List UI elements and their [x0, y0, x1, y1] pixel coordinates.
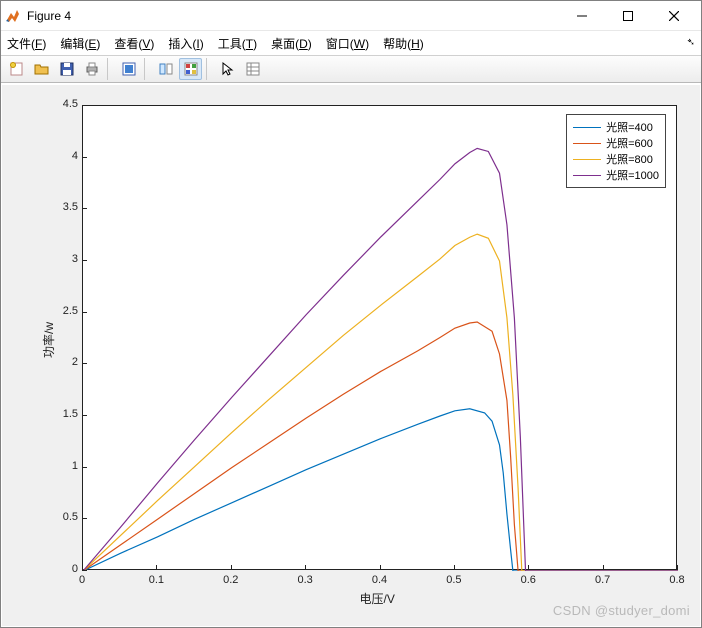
ytick	[82, 105, 87, 106]
menubar: 文件(F) 编辑(E) 查看(V) 插入(I) 工具(T) 桌面(D) 窗口(W) 帮助(H)…	[1, 31, 701, 55]
data-cursor-icon[interactable]	[117, 58, 140, 80]
xtick-label: 0.7	[593, 574, 613, 586]
ytick	[82, 312, 87, 313]
open-icon[interactable]	[30, 58, 53, 80]
ytick	[82, 260, 87, 261]
save-icon[interactable]	[55, 58, 78, 80]
xtick	[603, 565, 604, 570]
menu-item[interactable]: 查看(V)	[114, 35, 154, 52]
series-line	[83, 409, 678, 571]
ytick	[82, 208, 87, 209]
xtick	[231, 565, 232, 570]
menu-item[interactable]: 文件(F)	[7, 35, 46, 52]
ytick-label: 0.5	[52, 511, 78, 523]
insert-colorbar-icon[interactable]	[179, 58, 202, 80]
ytick-label: 1.5	[52, 408, 78, 420]
toolbar	[1, 55, 701, 83]
window-title: Figure 4	[27, 9, 559, 23]
menu-item[interactable]: 帮助(H)	[383, 35, 424, 52]
ytick	[82, 570, 87, 571]
xtick-label: 0.5	[444, 574, 464, 586]
legend-label: 光照=400	[606, 119, 653, 135]
maximize-button[interactable]	[605, 2, 651, 30]
series-line	[83, 234, 678, 571]
menu-item[interactable]: 工具(T)	[218, 35, 257, 52]
series-line	[83, 322, 678, 571]
xtick-label: 0.1	[146, 574, 166, 586]
xtick	[528, 565, 529, 570]
toolbar-separator	[206, 58, 212, 80]
menu-item[interactable]: 窗口(W)	[326, 35, 369, 52]
legend-item: 光照=400	[573, 119, 659, 135]
ytick-label: 1	[52, 460, 78, 472]
matlab-icon	[5, 8, 21, 24]
xtick	[677, 565, 678, 570]
menu-item[interactable]: 桌面(D)	[271, 35, 312, 52]
legend[interactable]: 光照=400光照=600光照=800光照=1000	[566, 114, 666, 188]
legend-item: 光照=800	[573, 151, 659, 167]
ytick	[82, 518, 87, 519]
legend-label: 光照=1000	[606, 167, 659, 183]
xtick	[454, 565, 455, 570]
legend-label: 光照=600	[606, 135, 653, 151]
axes[interactable]: 光照=400光照=600光照=800光照=1000	[82, 105, 677, 570]
menu-item[interactable]: 插入(I)	[168, 35, 203, 52]
ytick	[82, 157, 87, 158]
ytick	[82, 415, 87, 416]
legend-item: 光照=600	[573, 135, 659, 151]
window-controls	[559, 2, 697, 30]
ytick	[82, 363, 87, 364]
ytick-label: 3.5	[52, 201, 78, 213]
xtick-label: 0.6	[518, 574, 538, 586]
minimize-button[interactable]	[559, 2, 605, 30]
legend-swatch	[573, 159, 601, 160]
ytick-label: 0	[52, 563, 78, 575]
titlebar: Figure 4	[1, 1, 701, 31]
xtick-label: 0.4	[370, 574, 390, 586]
watermark: CSDN @studyer_domi	[553, 603, 690, 618]
menu-item[interactable]: 编辑(E)	[60, 35, 100, 52]
new-figure-icon[interactable]	[5, 58, 28, 80]
xlabel: 电压/V	[360, 590, 395, 607]
ylabel: 功率/w	[40, 321, 57, 357]
pointer-icon[interactable]	[216, 58, 239, 80]
print-icon[interactable]	[80, 58, 103, 80]
xtick-label: 0	[72, 574, 92, 586]
ytick-label: 2	[52, 356, 78, 368]
xtick-label: 0.2	[221, 574, 241, 586]
dock-arrow-icon[interactable]: ➴	[687, 37, 695, 48]
close-button[interactable]	[651, 2, 697, 30]
xtick	[156, 565, 157, 570]
xtick-label: 0.3	[295, 574, 315, 586]
toolbar-separator	[144, 58, 150, 80]
legend-swatch	[573, 175, 601, 176]
series-line	[83, 148, 678, 571]
toolbar-separator	[107, 58, 113, 80]
legend-item: 光照=1000	[573, 167, 659, 183]
xtick-label: 0.8	[667, 574, 687, 586]
figure-area: 光照=400光照=600光照=800光照=1000 CSDN @studyer_…	[2, 85, 700, 626]
xtick	[305, 565, 306, 570]
ytick-label: 4	[52, 150, 78, 162]
ytick	[82, 467, 87, 468]
ytick-label: 4.5	[52, 98, 78, 110]
property-editor-icon[interactable]	[241, 58, 264, 80]
link-plot-icon[interactable]	[154, 58, 177, 80]
ytick-label: 3	[52, 253, 78, 265]
xtick	[380, 565, 381, 570]
legend-swatch	[573, 127, 601, 128]
legend-label: 光照=800	[606, 151, 653, 167]
ytick-label: 2.5	[52, 305, 78, 317]
legend-swatch	[573, 143, 601, 144]
